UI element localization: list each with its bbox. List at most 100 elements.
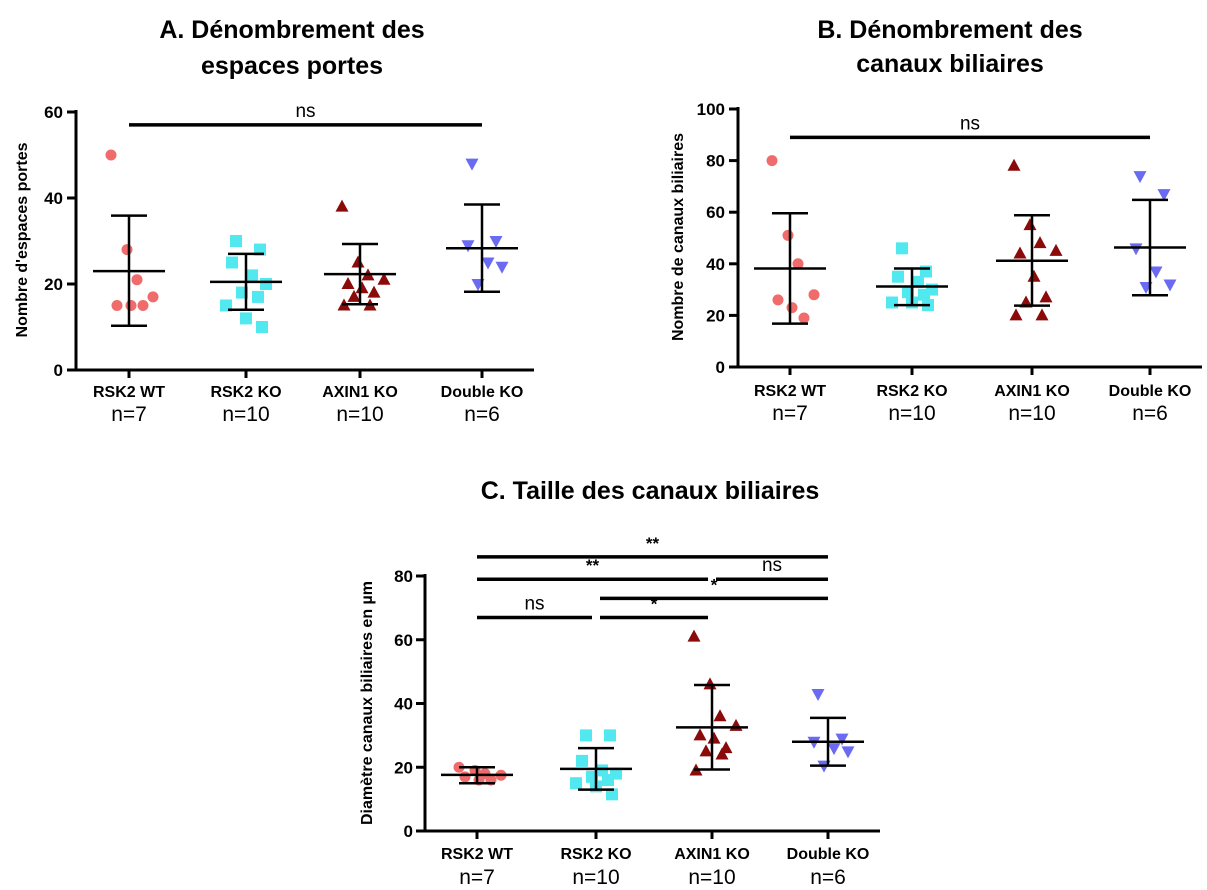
data-point — [256, 321, 268, 333]
x-tick-label: AXIN1 KO — [994, 383, 1070, 400]
y-axis-label: Diamètre canaux biliaires en µm — [359, 581, 376, 825]
sample-size-label: n=10 — [1008, 402, 1055, 425]
data-point — [1035, 308, 1049, 321]
data-point — [835, 733, 849, 746]
y-tick-label: 20 — [706, 306, 725, 325]
data-point — [707, 731, 721, 744]
chart-title-line: B. Dénombrement des — [817, 16, 1082, 44]
data-point — [1013, 246, 1027, 259]
data-point — [798, 312, 810, 324]
data-point — [1007, 158, 1021, 171]
sample-size-label: n=6 — [1132, 402, 1168, 425]
data-point — [254, 243, 266, 256]
significance-label: * — [651, 594, 658, 613]
chart-panel-b: B. Dénombrement des canaux biliaires 0 20 40… — [670, 16, 1202, 425]
x-tick-label: Double KO — [441, 384, 524, 401]
series-double-ko — [1114, 171, 1186, 297]
data-point — [347, 289, 361, 302]
chart-title-line: espaces portes — [201, 52, 383, 80]
data-point — [892, 270, 904, 283]
x-tick-label: AXIN1 KO — [674, 846, 750, 863]
data-point — [693, 728, 707, 741]
data-point — [918, 288, 930, 301]
data-point — [240, 312, 252, 325]
data-point — [912, 275, 924, 288]
series-double-ko — [792, 688, 864, 773]
y-axis-label: Nombre d'espaces portes — [14, 142, 31, 337]
data-point — [1023, 218, 1037, 231]
significance-label: ns — [524, 593, 544, 614]
sample-size-label: n=6 — [810, 866, 846, 889]
significance-label: ns — [960, 113, 980, 134]
data-point — [896, 242, 908, 255]
series-double-ko — [446, 158, 518, 293]
data-point — [1033, 236, 1047, 249]
x-tick-label: Double KO — [1109, 383, 1192, 400]
x-tick-label: RSK2 KO — [560, 846, 631, 863]
y-tick-label: 0 — [54, 361, 63, 380]
data-point — [131, 274, 143, 286]
data-point — [841, 746, 855, 759]
data-point — [604, 729, 616, 742]
data-point — [1149, 266, 1163, 279]
data-point — [1049, 243, 1063, 256]
data-point — [580, 729, 592, 742]
sample-size-label: n=6 — [464, 403, 500, 426]
data-point — [699, 744, 713, 757]
series-axin1-ko — [996, 158, 1068, 321]
data-point — [111, 300, 123, 311]
chart-title-line: A. Dénombrement des — [159, 16, 424, 44]
data-point — [147, 291, 159, 303]
x-tick-label: Double KO — [787, 846, 870, 863]
x-tick-label: RSK2 WT — [754, 383, 826, 400]
data-point — [246, 269, 258, 282]
y-tick-label: 0 — [716, 358, 725, 377]
x-tick-label: AXIN1 KO — [322, 384, 398, 401]
sample-size-label: n=7 — [111, 403, 147, 426]
chart-panel-c: C. Taille des canaux biliaires 0 20 40 60 80 D… — [359, 477, 880, 889]
data-point — [459, 771, 471, 783]
data-point — [782, 229, 794, 241]
data-point — [220, 299, 232, 312]
data-point — [341, 277, 355, 289]
data-point — [606, 788, 618, 801]
data-point — [230, 235, 242, 247]
data-point — [367, 285, 381, 298]
chart-title-line: canaux biliaires — [856, 50, 1044, 78]
y-tick-label: 0 — [404, 822, 413, 841]
data-point — [729, 718, 743, 731]
data-point — [715, 747, 729, 760]
data-point — [137, 300, 149, 311]
y-tick-label: 100 — [697, 100, 725, 119]
sample-size-label: n=10 — [888, 402, 935, 425]
chart-panel-a: A. Dénombrement des espaces portes 0 20 40 60… — [14, 16, 534, 426]
data-point — [121, 244, 133, 256]
y-tick-label: 20 — [394, 758, 413, 777]
data-point — [766, 155, 778, 167]
data-point — [1027, 269, 1041, 282]
significance-label: ns — [295, 101, 315, 122]
y-tick-label: 80 — [394, 567, 413, 586]
x-tick-label: RSK2 KO — [876, 383, 947, 400]
x-tick-label: RSK2 WT — [93, 384, 165, 401]
y-tick-label: 40 — [394, 695, 413, 714]
y-tick-label: 20 — [44, 275, 63, 294]
data-point — [792, 258, 804, 270]
chart-title-line: C. Taille des canaux biliaires — [481, 477, 820, 505]
data-point — [713, 709, 727, 722]
y-tick-label: 60 — [394, 631, 413, 650]
x-tick-label: RSK2 WT — [441, 846, 513, 863]
y-tick-label: 40 — [44, 189, 63, 208]
data-point — [489, 236, 503, 248]
x-tick-label: RSK2 KO — [210, 384, 281, 401]
series-rsk2-wt — [441, 761, 513, 786]
series-rsk2-ko — [560, 729, 632, 801]
data-point — [465, 158, 479, 171]
data-point — [827, 743, 841, 756]
data-point — [786, 302, 798, 314]
data-point — [461, 240, 475, 253]
data-point — [1163, 279, 1177, 292]
significance-label: ns — [762, 555, 782, 576]
sample-size-label: n=10 — [688, 866, 735, 889]
